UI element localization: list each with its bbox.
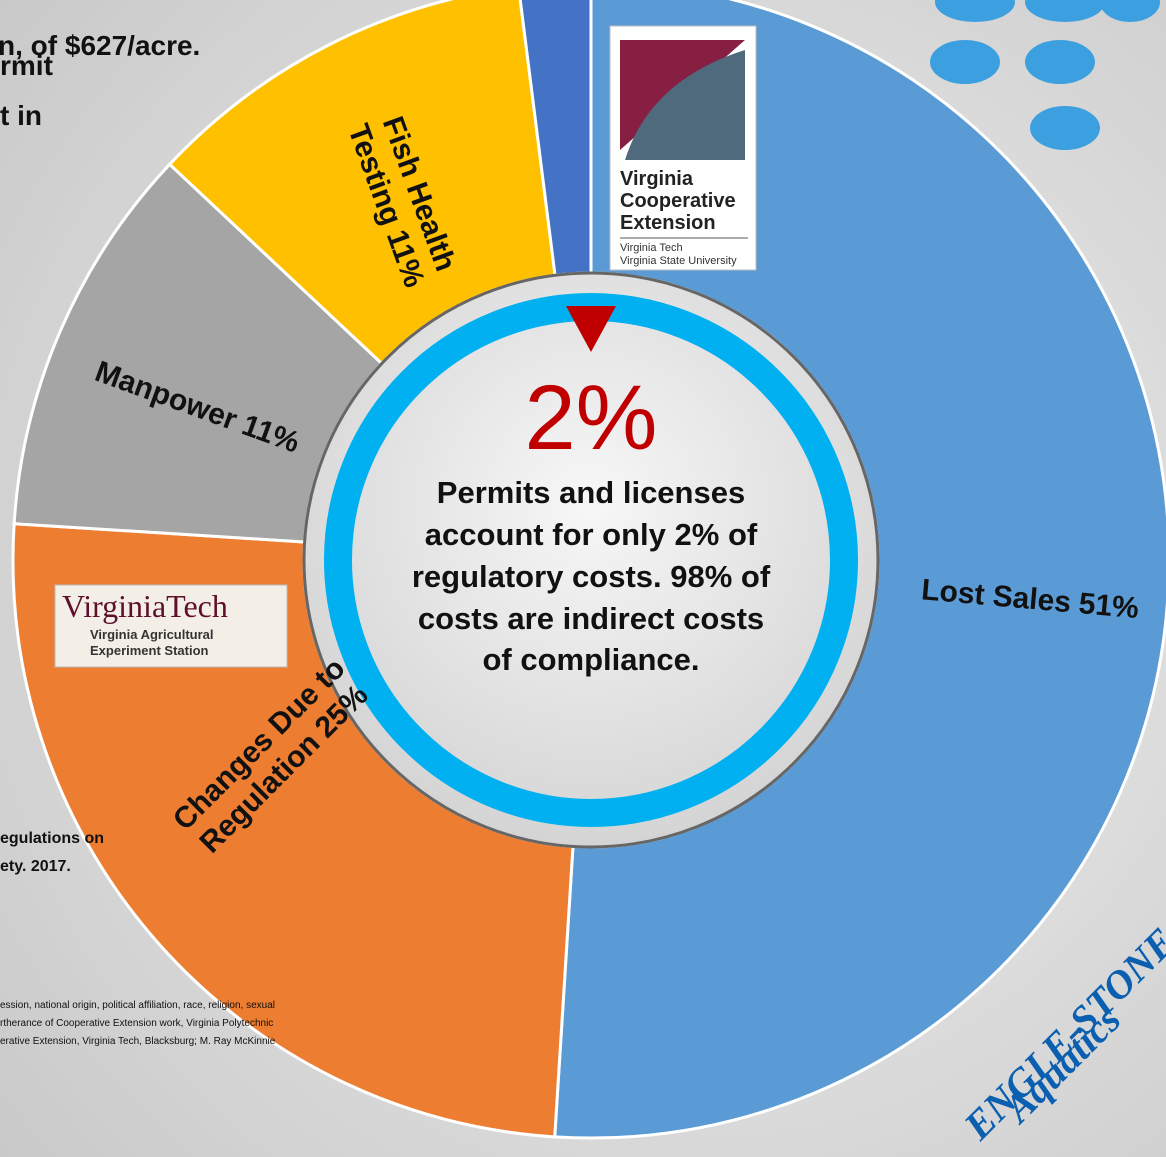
infographic: 2% Permits and licenses account for only… [0, 0, 1166, 1157]
annotation: erative Extension, Virginia Tech, Blacks… [0, 1036, 275, 1047]
logo-text: Virginia State University [620, 255, 737, 267]
logo-text: Virginia Agricultural [90, 627, 214, 642]
logo-text: VirginiaTech [62, 588, 228, 625]
annotation: rmit [0, 50, 53, 82]
center-value: 2% [491, 372, 691, 464]
center-text: Permits and licenses account for only 2%… [401, 472, 781, 681]
logo-text: Virginia [620, 168, 693, 191]
logo-text: Extension [620, 212, 716, 235]
annotation: ession, national origin, political affil… [0, 1000, 275, 1011]
logo-text: Cooperative [620, 190, 736, 213]
annotation: t in [0, 100, 42, 132]
value-label: 51% [1077, 587, 1140, 625]
logo-text: Experiment Station [90, 643, 208, 658]
annotation: egulations on [0, 830, 104, 848]
annotation: ety. 2017. [0, 858, 71, 876]
annotation: rtherance of Cooperative Extension work,… [0, 1018, 273, 1029]
logo-text: Virginia Tech [620, 242, 683, 254]
